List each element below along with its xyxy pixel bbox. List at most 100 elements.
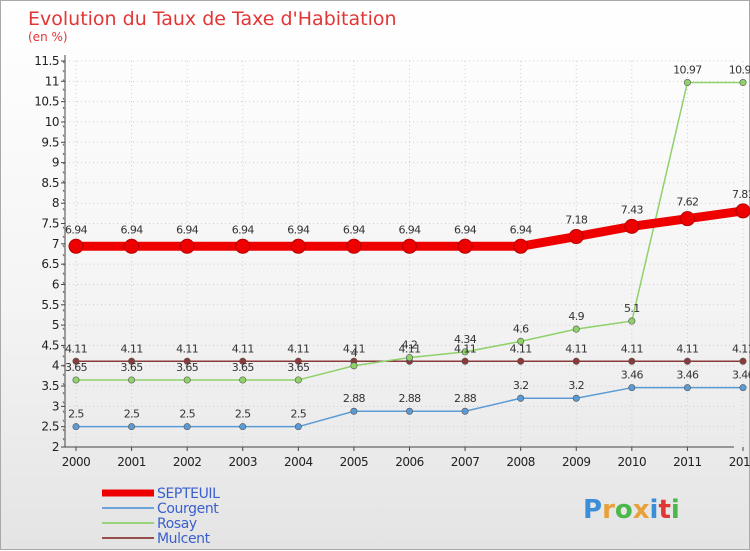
series-group bbox=[68, 79, 750, 431]
x-tick-label: 2007 bbox=[451, 455, 480, 469]
y-tick-label: 11.5 bbox=[34, 54, 59, 68]
y-axis-marker bbox=[62, 60, 65, 64]
y-tick-label: 7.5 bbox=[41, 217, 59, 231]
data-label-septeuil: 6.94 bbox=[287, 223, 310, 236]
data-label-courgent: 2.88 bbox=[454, 392, 477, 405]
x-tick-label: 2012 bbox=[729, 455, 750, 469]
y-tick-label: 10.5 bbox=[34, 95, 59, 109]
data-label-septeuil: 6.94 bbox=[454, 223, 477, 236]
data-label-mulcent: 4.11 bbox=[454, 342, 476, 355]
y-tick-label: 6.5 bbox=[41, 257, 59, 271]
x-tick-label: 2000 bbox=[62, 455, 91, 469]
data-label-rosay: 4.6 bbox=[513, 322, 529, 335]
data-label-mulcent: 4.11 bbox=[676, 342, 698, 355]
data-label-rosay: 3.65 bbox=[65, 361, 88, 374]
x-tick-label: 2010 bbox=[618, 455, 647, 469]
data-label-mulcent: 4.11 bbox=[176, 342, 198, 355]
y-axis-marker bbox=[62, 171, 65, 174]
y-axis-marker bbox=[62, 355, 65, 358]
y-axis-marker bbox=[62, 79, 65, 82]
data-label-septeuil: 7.81 bbox=[732, 188, 750, 201]
y-tick-label: 10 bbox=[45, 115, 59, 129]
data-label-courgent: 3.46 bbox=[676, 369, 699, 382]
proxiti-logo: Proxiti bbox=[583, 495, 680, 525]
data-point-courgent bbox=[294, 423, 302, 431]
y-axis-marker bbox=[62, 235, 65, 239]
y-tick-label: 2.5 bbox=[41, 420, 59, 434]
data-label-septeuil: 7.43 bbox=[621, 203, 644, 216]
legend-label-rosay: Rosay bbox=[157, 516, 197, 532]
y-axis-marker bbox=[62, 401, 65, 404]
data-label-septeuil: 6.94 bbox=[176, 223, 199, 236]
y-axis-marker bbox=[62, 217, 65, 220]
data-point-rosay bbox=[683, 79, 691, 87]
data-label-rosay: 5.1 bbox=[624, 302, 640, 315]
data-label-mulcent: 4.11 bbox=[343, 342, 365, 355]
chart-subtitle: (en %) bbox=[28, 30, 68, 44]
data-labels: 6.94 6.94 6.94 6.94 6.94 6.94 6.94 6.94 6.94 7.18… bbox=[65, 64, 750, 421]
y-axis-marker bbox=[62, 419, 65, 423]
data-point-rosay bbox=[128, 376, 136, 384]
y-axis-marker bbox=[62, 161, 65, 165]
y-axis-marker bbox=[62, 281, 65, 285]
data-label-courgent: 2.5 bbox=[290, 408, 306, 421]
data-point-rosay bbox=[72, 376, 80, 384]
data-point-mulcent bbox=[517, 357, 525, 365]
data-point-mulcent bbox=[183, 357, 191, 365]
y-axis-marker bbox=[62, 198, 65, 202]
data-label-courgent: 2.5 bbox=[235, 408, 251, 421]
y-axis-marker bbox=[62, 134, 65, 137]
data-point-courgent bbox=[239, 423, 247, 431]
data-label-mulcent: 4.11 bbox=[232, 342, 254, 355]
x-tick-label: 2005 bbox=[340, 455, 369, 469]
data-label-courgent: 2.5 bbox=[124, 408, 140, 421]
y-axis-marker bbox=[62, 244, 65, 248]
y-axis-marker bbox=[62, 69, 65, 73]
y-axis-marker bbox=[62, 318, 65, 321]
data-point-courgent bbox=[683, 384, 691, 392]
y-axis-marker bbox=[62, 88, 65, 91]
data-point-courgent bbox=[572, 394, 580, 402]
data-label-septeuil: 7.18 bbox=[565, 214, 588, 227]
data-point-rosay bbox=[572, 325, 580, 333]
data-point-septeuil bbox=[679, 211, 695, 227]
data-point-rosay bbox=[517, 337, 525, 345]
data-label-mulcent: 4.11 bbox=[121, 342, 143, 355]
y-axis-marker bbox=[62, 152, 65, 156]
y-axis-marker bbox=[62, 272, 65, 275]
logo-letter: x bbox=[633, 495, 650, 525]
data-point-rosay bbox=[628, 317, 636, 325]
y-axis-marker bbox=[62, 336, 65, 340]
data-point-courgent bbox=[739, 384, 747, 392]
y-axis-marker bbox=[62, 299, 65, 303]
data-point-septeuil bbox=[513, 238, 529, 254]
data-point-septeuil bbox=[179, 238, 195, 254]
data-point-septeuil bbox=[68, 238, 84, 254]
data-label-courgent: 3.46 bbox=[732, 369, 750, 382]
y-axis-marker bbox=[62, 437, 65, 441]
data-point-courgent bbox=[628, 384, 636, 392]
y-axis-marker bbox=[62, 143, 65, 147]
data-label-septeuil: 7.62 bbox=[676, 196, 698, 209]
logo-letter: i bbox=[671, 495, 680, 525]
x-tick-label: 2001 bbox=[117, 455, 146, 469]
data-point-mulcent bbox=[739, 357, 747, 365]
data-point-rosay bbox=[739, 79, 747, 87]
x-tick-label: 2009 bbox=[562, 455, 591, 469]
data-point-septeuil bbox=[624, 218, 640, 234]
data-label-septeuil: 6.94 bbox=[343, 223, 366, 236]
data-point-courgent bbox=[350, 407, 358, 415]
data-label-rosay: 3.65 bbox=[232, 361, 255, 374]
data-point-rosay bbox=[294, 376, 302, 384]
y-axis-marker bbox=[62, 263, 65, 266]
y-axis-marker bbox=[62, 373, 65, 377]
logo-letter: r bbox=[602, 495, 615, 525]
logo-letter: t bbox=[658, 495, 670, 525]
data-label-courgent: 3.2 bbox=[568, 379, 584, 392]
logo-letter: P bbox=[583, 495, 602, 525]
y-axis-marker bbox=[62, 410, 65, 413]
y-tick-label: 9 bbox=[52, 156, 59, 170]
y-axis-marker bbox=[62, 115, 65, 119]
